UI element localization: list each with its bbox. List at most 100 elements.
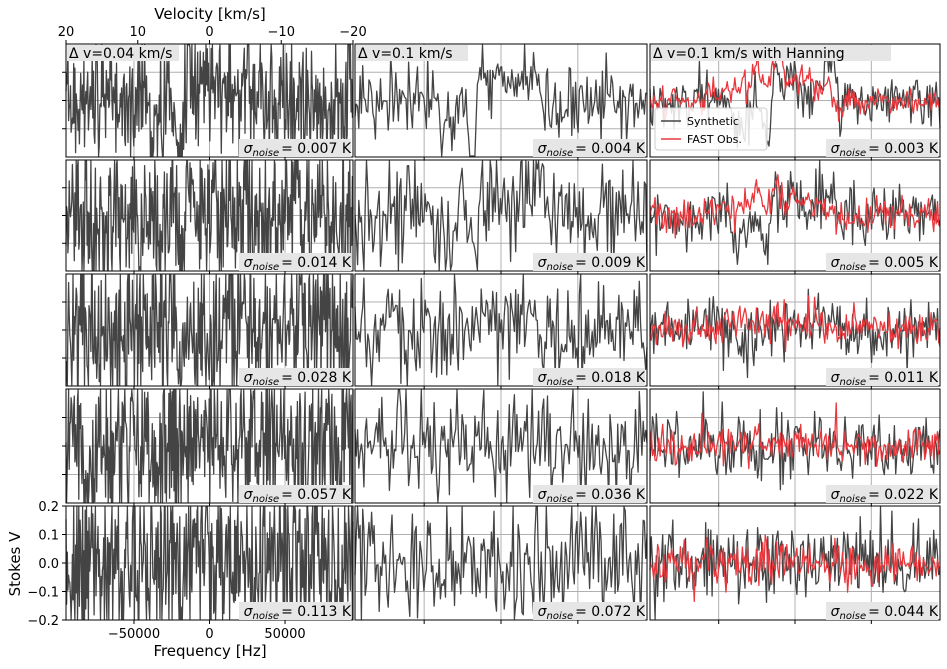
x-tick-label: 0	[205, 627, 213, 642]
synthetic-line	[65, 160, 354, 271]
panel-r3-c3: σnoise = 0.011 K	[649, 273, 941, 390]
noise-label: σnoise = 0.028 K	[239, 368, 352, 388]
observed-line	[649, 402, 941, 470]
noise-symbol: σ	[538, 141, 548, 157]
legend: Synthetic FAST Obs.	[654, 107, 768, 151]
noise-label-text: σnoise = 0.004 K	[538, 141, 646, 159]
noise-value: = 0.003 K	[868, 141, 939, 157]
panel-r1-c2: σnoise = 0.004 K	[354, 43, 648, 161]
noise-label-bg	[826, 253, 938, 271]
noise-label-text: σnoise = 0.022 K	[831, 487, 939, 505]
noise-label: σnoise = 0.014 K	[239, 253, 352, 273]
noise-label-bg	[239, 602, 351, 620]
column-title-1: Δ v=0.04 km/s	[67, 45, 179, 62]
noise-label-text: σnoise = 0.003 K	[831, 141, 939, 159]
noise-label: σnoise = 0.044 K	[826, 602, 939, 622]
noise-label-bg	[533, 485, 645, 503]
noise-label-bg	[239, 253, 351, 271]
panel-r4-c2: σnoise = 0.036 K	[354, 388, 648, 507]
noise-label-text: σnoise = 0.072 K	[538, 604, 646, 622]
noise-label-text: σnoise = 0.028 K	[244, 370, 352, 388]
column-title-3: Δ v=0.1 km/s with Hanning	[651, 45, 891, 62]
noise-symbol: σ	[538, 255, 548, 271]
top-tick-label: 20	[58, 25, 75, 40]
y-tick-label: −0.2	[27, 614, 59, 629]
noise-value: = 0.004 K	[575, 141, 646, 157]
noise-symbol: σ	[244, 141, 254, 157]
synthetic-line	[65, 506, 354, 620]
noise-label-bg	[533, 253, 645, 271]
noise-symbol: σ	[244, 604, 254, 620]
x-axis-label: Frequency [Hz]	[153, 642, 266, 660]
synthetic-line	[354, 506, 648, 620]
noise-subscript: noise	[840, 262, 867, 273]
noise-value: = 0.014 K	[281, 255, 352, 271]
synthetic-line	[354, 274, 648, 386]
noise-label: σnoise = 0.036 K	[533, 485, 646, 505]
noise-value: = 0.005 K	[868, 255, 939, 271]
noise-value: = 0.022 K	[868, 487, 939, 503]
noise-subscript: noise	[840, 377, 867, 388]
noise-label: σnoise = 0.004 K	[533, 139, 646, 159]
noise-value: = 0.072 K	[575, 604, 646, 620]
observed-line	[649, 295, 941, 353]
noise-value: = 0.009 K	[575, 255, 646, 271]
noise-subscript: noise	[253, 494, 280, 505]
column-title-text: Δ v=0.04 km/s	[69, 46, 172, 62]
noise-subscript: noise	[547, 148, 574, 159]
noise-label-bg	[826, 602, 938, 620]
synthetic-line	[65, 44, 354, 157]
noise-label-text: σnoise = 0.009 K	[538, 255, 646, 273]
noise-label-bg	[239, 139, 351, 157]
column-title-text: Δ v=0.1 km/s	[358, 46, 453, 62]
panel-r4-c3: σnoise = 0.022 K	[649, 388, 941, 507]
noise-label-text: σnoise = 0.018 K	[538, 370, 646, 388]
top-tick-label: 10	[129, 25, 146, 40]
legend-label: Synthetic	[687, 115, 739, 128]
synthetic-line	[649, 506, 941, 620]
noise-label-bg	[533, 368, 645, 386]
noise-subscript: noise	[547, 262, 574, 273]
synthetic-line	[354, 389, 648, 503]
noise-label-text: σnoise = 0.014 K	[244, 255, 352, 273]
noise-value: = 0.113 K	[281, 604, 352, 620]
noise-label-bg	[533, 139, 645, 157]
noise-subscript: noise	[840, 611, 867, 622]
noise-subscript: noise	[253, 611, 280, 622]
top-tick-label: 0	[205, 25, 213, 40]
y-tick-label: 0.2	[38, 500, 59, 515]
noise-label-bg	[826, 485, 938, 503]
column-title-bg	[651, 45, 891, 61]
noise-symbol: σ	[244, 487, 254, 503]
column-title-text: Δ v=0.1 km/s with Hanning	[653, 46, 845, 62]
noise-label-bg	[826, 368, 938, 386]
noise-label: σnoise = 0.003 K	[826, 139, 939, 159]
noise-symbol: σ	[831, 604, 841, 620]
axis-text: Velocity [km/s] Frequency [Hz] Stokes V	[6, 5, 267, 660]
top-tick-label: −20	[339, 25, 366, 40]
y-tick-label: −0.1	[27, 586, 59, 601]
synthetic-line	[649, 50, 941, 149]
column-title-bg	[67, 45, 179, 61]
noise-label-text: σnoise = 0.036 K	[538, 487, 646, 505]
noise-value: = 0.011 K	[868, 370, 939, 386]
noise-label-text: σnoise = 0.005 K	[831, 255, 939, 273]
panel-r2-c2: σnoise = 0.009 K	[354, 159, 648, 275]
noise-subscript: noise	[547, 377, 574, 388]
noise-symbol: σ	[538, 370, 548, 386]
noise-label-text: σnoise = 0.057 K	[244, 487, 352, 505]
noise-label: σnoise = 0.113 K	[239, 602, 352, 622]
noise-label: σnoise = 0.057 K	[239, 485, 352, 505]
noise-label: σnoise = 0.009 K	[533, 253, 646, 273]
top-tick-label: −10	[268, 25, 295, 40]
noise-label: σnoise = 0.018 K	[533, 368, 646, 388]
noise-subscript: noise	[547, 494, 574, 505]
noise-value: = 0.044 K	[868, 604, 939, 620]
noise-label-bg	[239, 368, 351, 386]
noise-subscript: noise	[840, 494, 867, 505]
panel-r4-c1: σnoise = 0.057 K	[62, 388, 354, 507]
noise-symbol: σ	[831, 255, 841, 271]
synthetic-line	[649, 160, 941, 265]
panel-r5-c3: σnoise = 0.044 K	[649, 505, 941, 624]
